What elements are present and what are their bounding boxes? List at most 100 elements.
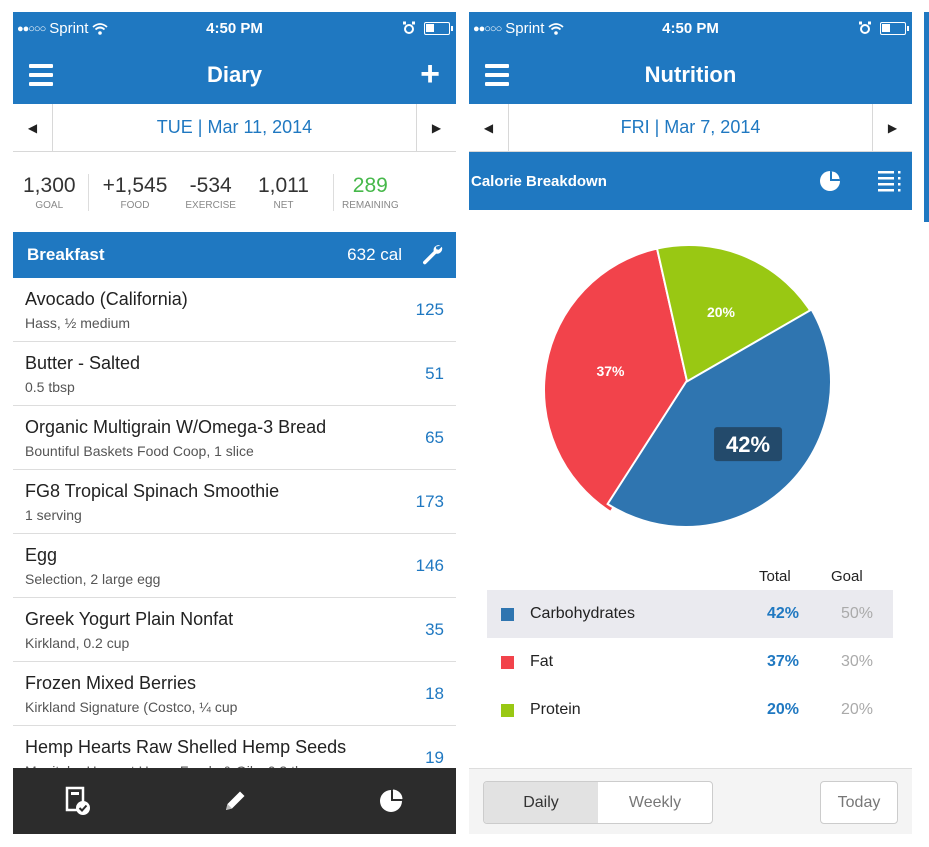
carbohydrates-swatch [501,608,514,621]
daily-tab[interactable]: Daily [484,782,598,823]
wifi-icon [92,22,109,35]
fat-swatch [501,656,514,669]
pie-label-carbohydrates: 42% [726,432,770,457]
legend-row-carbohydrates[interactable]: Carbohydrates 42% 50% [487,590,893,638]
previous-day-arrow-icon[interactable]: ◀ [13,104,53,151]
food-detail: 1 serving [25,507,82,523]
pie-label-background [714,427,783,462]
food-detail: Bountiful Baskets Food Coop, 1 slice [25,443,254,459]
pie-chart-icon[interactable] [376,786,406,816]
current-date[interactable]: FRI | Mar 7, 2014 [620,117,761,137]
meal-calories: 632 cal [347,245,402,264]
diary-screen: ●●○○○ Sprint 4:50 PM Diary + ◀ TUE | Mar… [13,12,456,834]
macro-legend-table: Total Goal Carbohydrates 42% 50% Fat 37%… [487,560,893,734]
status-time: 4:50 PM [206,20,263,37]
meal-header-breakfast[interactable]: Breakfast 632 cal [13,232,456,278]
list-item[interactable]: Avocado (California) Hass, ½ medium 125 [13,278,456,342]
status-bar: ●●○○○ Sprint 4:50 PM [469,12,912,48]
next-screen-edge [924,12,929,222]
summary-remaining: 289 REMAINING [332,173,399,211]
summary-net: 1,011 NET [257,173,309,211]
list-item[interactable]: Egg Selection, 2 large egg 146 [13,534,456,598]
pie-label-selected: 42% [714,427,783,462]
legend-row-protein[interactable]: Protein 20% 20% [487,686,893,734]
carrier-name: Sprint [49,20,89,37]
food-calories: 65 [425,428,444,447]
food-calories: 51 [425,364,444,383]
total-column-header: Total [759,568,791,585]
legend-goal: 50% [841,605,874,622]
date-selector: ◀ FRI | Mar 7, 2014 ▶ [469,104,912,152]
alarm-icon [403,21,415,34]
pie-label-protein: 20% [707,304,736,320]
date-selector: ◀ TUE | Mar 11, 2014 ▶ [13,104,456,152]
page-title: Nutrition [644,62,737,87]
period-segmented-control: Daily Weekly [483,781,713,824]
status-bar: ●●○○○ Sprint 4:50 PM [13,12,456,48]
carrier-name: Sprint [505,20,545,37]
signal-strength-icon: ●●○○○ [473,22,502,35]
protein-swatch [501,704,514,717]
diary-check-icon[interactable] [63,786,93,816]
legend-name: Protein [530,701,581,718]
section-title: Calorie Breakdown [471,173,607,190]
food-calories: 35 [425,620,444,639]
navigation-bar: Nutrition [469,48,912,104]
list-item[interactable]: Frozen Mixed Berries Kirkland Signature … [13,662,456,726]
food-name: Avocado (California) [25,289,188,309]
calorie-pie-chart[interactable]: 42% 37% 20% [527,220,837,550]
calorie-breakdown-header: Calorie Breakdown [469,152,912,210]
goal-column-header: Goal [831,568,863,585]
list-item[interactable]: Butter - Salted 0.5 tbsp 51 [13,342,456,406]
pie-slice-protein[interactable] [655,244,816,392]
page-title: Diary [206,62,263,87]
summary-exercise: -534 EXERCISE [185,173,236,211]
legend-goal: 30% [841,653,874,670]
legend-name: Carbohydrates [530,605,635,622]
food-name: Butter - Salted [25,353,141,373]
pie-chart-icon[interactable] [818,169,842,193]
legend-total: 37% [767,653,800,670]
previous-day-arrow-icon[interactable]: ◀ [469,104,509,151]
list-item[interactable]: Greek Yogurt Plain Nonfat Kirkland, 0.2 … [13,598,456,662]
pie-slice-carbohydrates[interactable] [606,308,832,528]
pie-label-fat: 37% [596,363,625,379]
food-calories: 146 [415,556,444,575]
current-date[interactable]: TUE | Mar 11, 2014 [156,117,313,137]
legend-header: Total Goal [487,560,893,590]
next-day-arrow-icon[interactable]: ▶ [416,104,456,151]
wifi-icon [548,22,565,35]
food-name: Egg [25,545,58,565]
status-time: 4:50 PM [662,20,719,37]
add-plus-icon[interactable]: + [420,55,440,93]
food-calories: 19 [425,748,444,767]
wrench-icon[interactable] [420,242,444,266]
pencil-icon[interactable] [220,786,250,816]
food-detail: 0.5 tbsp [25,379,75,395]
battery-icon [424,21,453,35]
food-list: Avocado (California) Hass, ½ medium 125 … [13,278,456,790]
hamburger-menu-icon[interactable] [29,64,53,86]
food-name: FG8 Tropical Spinach Smoothie [25,481,280,501]
list-item[interactable]: FG8 Tropical Spinach Smoothie 1 serving … [13,470,456,534]
list-view-icon[interactable] [876,168,904,194]
legend-row-fat[interactable]: Fat 37% 30% [487,638,893,686]
food-name: Hemp Hearts Raw Shelled Hemp Seeds [25,737,347,757]
weekly-tab[interactable]: Weekly [628,793,682,811]
list-item[interactable]: Organic Multigrain W/Omega-3 Bread Bount… [13,406,456,470]
alarm-icon [859,21,871,34]
meal-name: Breakfast [27,245,105,264]
today-button[interactable]: Today [820,781,898,824]
signal-strength-icon: ●●○○○ [17,22,46,35]
food-detail: Kirkland Signature (Costco, ¼ cup [25,699,238,715]
legend-goal: 20% [841,701,874,718]
food-detail: Selection, 2 large egg [25,571,161,587]
food-detail: Hass, ½ medium [25,315,131,331]
bottom-tab-bar [13,768,456,834]
next-day-arrow-icon[interactable]: ▶ [872,104,912,151]
summary-goal: 1,300 GOAL [23,173,89,211]
nutrition-screen: ●●○○○ Sprint 4:50 PM Nutrition ◀ FRI | M… [469,12,912,834]
legend-total: 42% [767,605,800,622]
hamburger-menu-icon[interactable] [485,64,509,86]
food-detail: Kirkland, 0.2 cup [25,635,130,651]
